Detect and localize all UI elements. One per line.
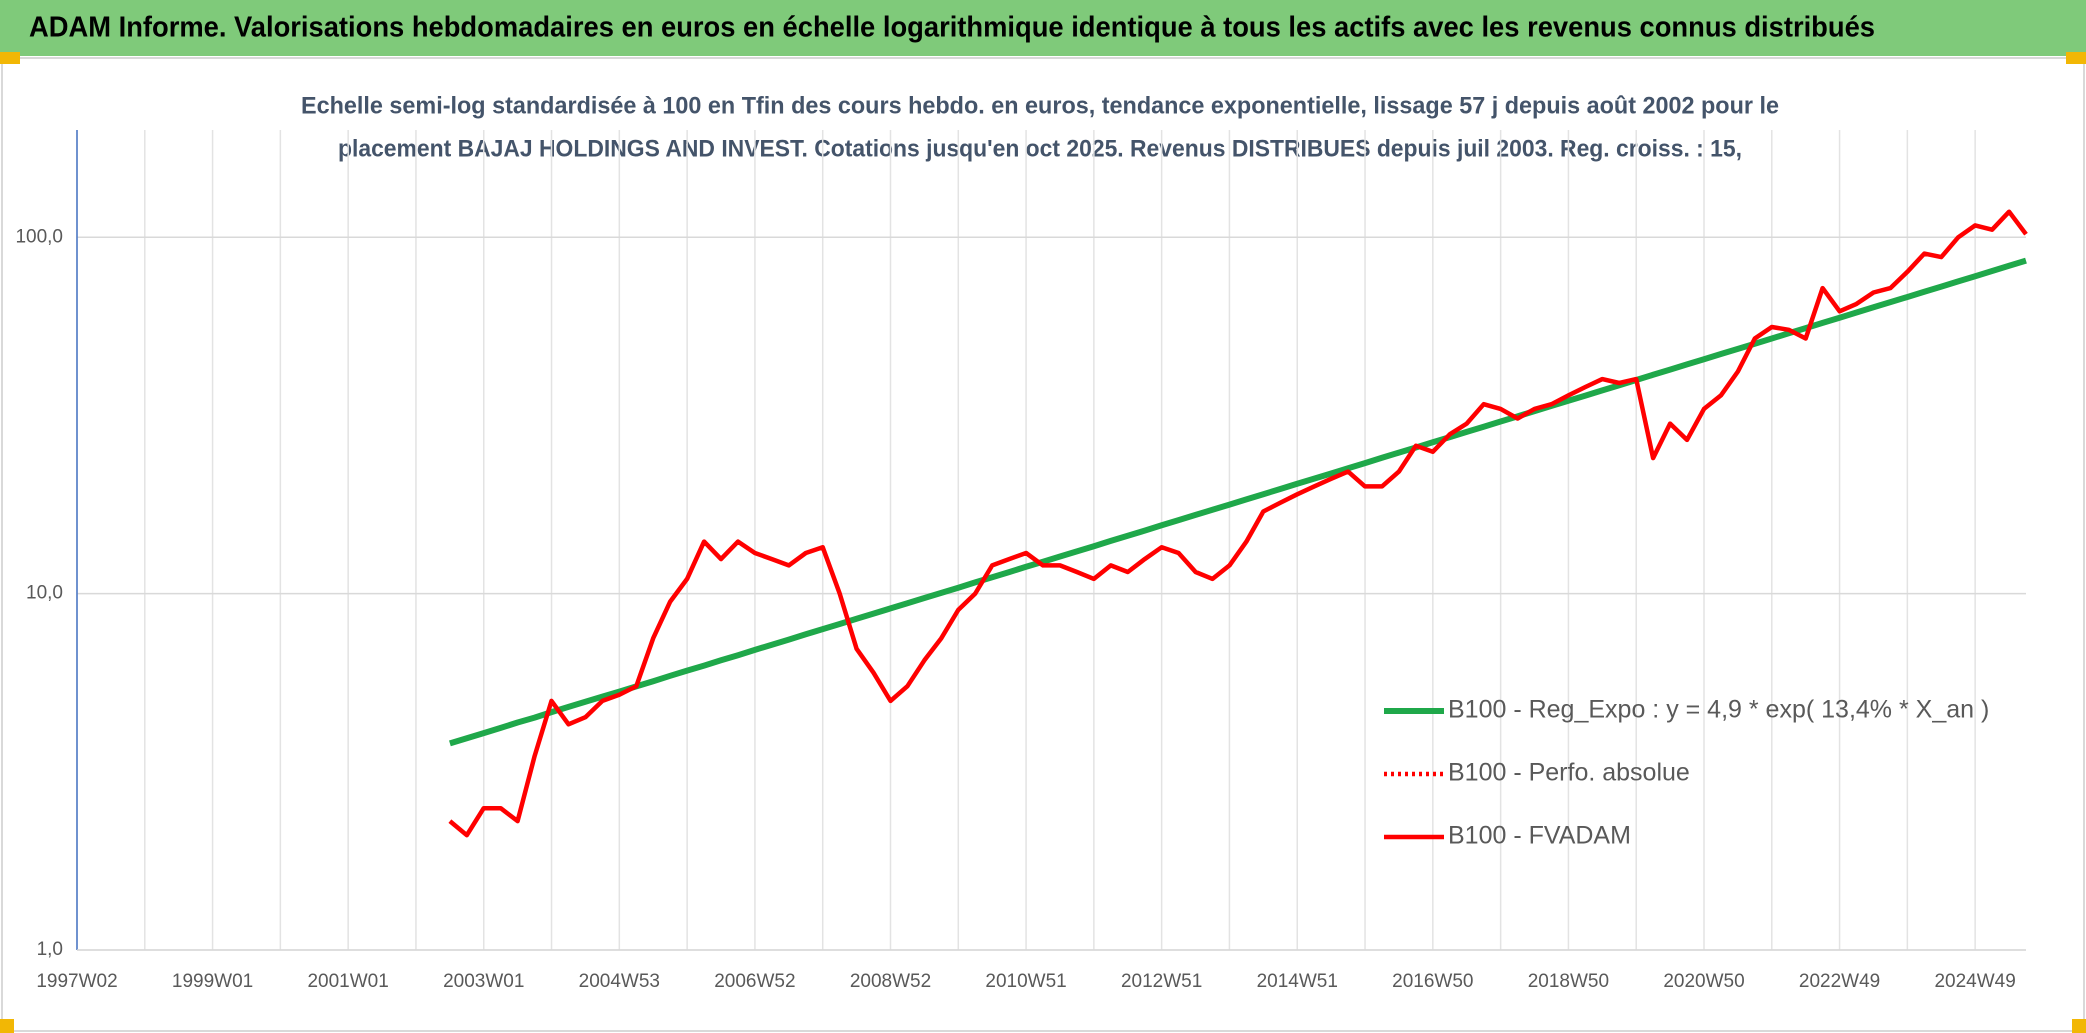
legend-label: B100 - Reg_Expo : y = 4,9 * exp( 13,4% *… bbox=[1448, 696, 1989, 724]
chart-title: ADAM Informe. Valorisations hebdomadaire… bbox=[29, 12, 1875, 44]
frame bbox=[1, 57, 2085, 1032]
x-tick-label: 2008W52 bbox=[850, 971, 931, 992]
header-band bbox=[0, 0, 2086, 56]
legend-label: B100 - FVADAM bbox=[1448, 822, 1631, 850]
chart-subtitle: placement BAJAJ HOLDINGS AND INVEST. Cot… bbox=[338, 135, 1742, 162]
x-tick-label: 2003W01 bbox=[443, 971, 524, 992]
series-line bbox=[449, 257, 2027, 747]
x-tick-label: 2024W49 bbox=[1934, 971, 2015, 992]
x-tick-label: 2018W50 bbox=[1528, 971, 1609, 992]
corner bbox=[0, 52, 20, 64]
y-tick-label: 1,0 bbox=[37, 939, 63, 960]
chart-subtitle: Echelle semi-log standardisée à 100 en T… bbox=[301, 92, 1779, 119]
corner bbox=[2066, 52, 2086, 64]
y-tick-label: 10,0 bbox=[26, 583, 63, 604]
x-tick-label: 1999W01 bbox=[172, 971, 253, 992]
x-tick-label: 2010W51 bbox=[985, 971, 1066, 992]
corner bbox=[2072, 1019, 2086, 1033]
x-tick-label: 2014W51 bbox=[1257, 971, 1338, 992]
x-tick-label: 2016W50 bbox=[1392, 971, 1473, 992]
x-tick-label: 2012W51 bbox=[1121, 971, 1202, 992]
x-tick-label: 2001W01 bbox=[307, 971, 388, 992]
x-tick-label: 2020W50 bbox=[1663, 971, 1744, 992]
x-tick-label: 1997W02 bbox=[36, 971, 117, 992]
x-tick-label: 2022W49 bbox=[1799, 971, 1880, 992]
x-tick-label: 2006W52 bbox=[714, 971, 795, 992]
y-tick-label: 100,0 bbox=[15, 226, 63, 247]
x-tick-label: 2004W53 bbox=[579, 971, 660, 992]
legend-label: B100 - Perfo. absolue bbox=[1448, 759, 1690, 787]
corner bbox=[0, 1019, 14, 1033]
series-line bbox=[448, 209, 2028, 838]
